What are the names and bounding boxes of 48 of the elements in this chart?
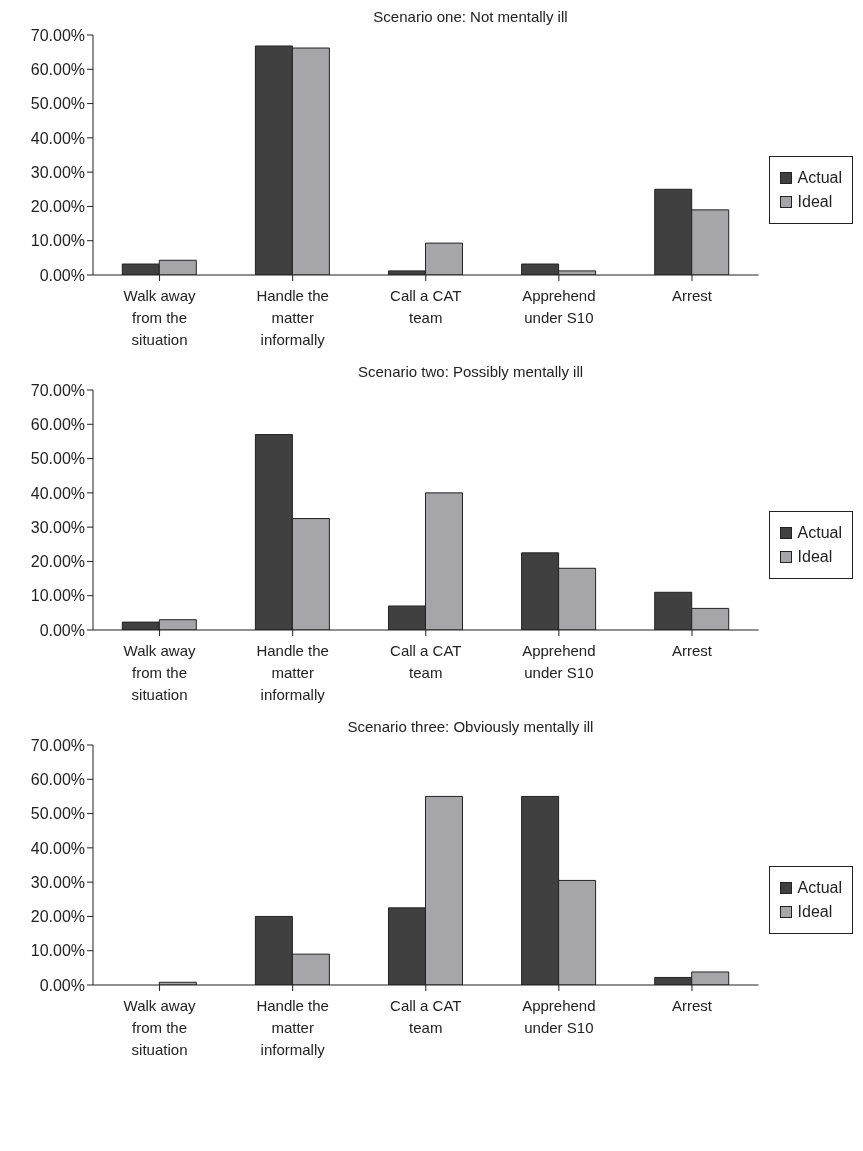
y-tick-label: 0.00%: [39, 976, 85, 994]
chart-title: Scenario one: Not mentally ill: [372, 8, 569, 25]
x-tick-label: Handle the matter informally: [256, 642, 329, 703]
x-tick-label: Arrest: [671, 642, 713, 659]
x-tick-label: Apprehend under S10: [522, 997, 596, 1036]
y-tick-label: 20.00%: [30, 908, 85, 926]
y-tick-label: 20.00%: [30, 198, 85, 216]
chart-title: Scenario three: Obviously mentally ill: [346, 718, 595, 735]
y-tick-label: 50.00%: [30, 450, 85, 468]
y-tick-label: 60.00%: [30, 60, 85, 78]
x-tick-label: Apprehend under S10: [522, 642, 596, 681]
y-tick-label: 0.00%: [39, 621, 85, 639]
y-tick-label: 10.00%: [30, 587, 85, 605]
x-tick-label: Walk away from the situation: [123, 642, 197, 703]
x-tick-label: Apprehend under S10: [522, 287, 596, 326]
y-tick-label: 30.00%: [30, 518, 85, 536]
x-tick-label: Call a CAT team: [390, 287, 462, 326]
y-tick-label: 40.00%: [30, 839, 85, 857]
y-tick-label: 70.00%: [30, 736, 85, 754]
x-tick-label: Handle the matter informally: [256, 287, 329, 348]
legend-label: Ideal: [796, 548, 834, 566]
y-tick-label: 60.00%: [30, 770, 85, 788]
x-tick-label: Handle the matter informally: [256, 997, 329, 1058]
y-tick-label: 0.00%: [39, 266, 85, 284]
y-tick-label: 70.00%: [30, 381, 85, 399]
y-tick-label: 40.00%: [30, 484, 85, 502]
y-tick-label: 50.00%: [30, 805, 85, 823]
chart-title: Scenario two: Possibly mentally ill: [356, 363, 585, 380]
y-tick-label: 40.00%: [30, 129, 85, 147]
x-tick-label: Call a CAT team: [390, 997, 462, 1036]
legend-label: Actual: [796, 169, 842, 187]
legend-label: Ideal: [796, 193, 834, 211]
y-tick-label: 50.00%: [30, 95, 85, 113]
y-tick-label: 30.00%: [30, 873, 85, 891]
y-tick-label: 60.00%: [30, 415, 85, 433]
y-tick-label: 10.00%: [30, 232, 85, 250]
x-tick-label: Call a CAT team: [390, 642, 462, 681]
x-tick-label: Arrest: [671, 997, 713, 1014]
y-tick-label: 70.00%: [30, 26, 85, 44]
x-tick-label: Arrest: [671, 287, 713, 304]
legend-label: Actual: [796, 879, 842, 897]
y-tick-label: 10.00%: [30, 942, 85, 960]
legend-label: Actual: [796, 524, 842, 542]
x-tick-label: Walk away from the situation: [123, 287, 197, 348]
legend-label: Ideal: [796, 903, 834, 921]
x-tick-label: Walk away from the situation: [123, 997, 197, 1058]
y-tick-label: 30.00%: [30, 163, 85, 181]
y-tick-label: 20.00%: [30, 553, 85, 571]
